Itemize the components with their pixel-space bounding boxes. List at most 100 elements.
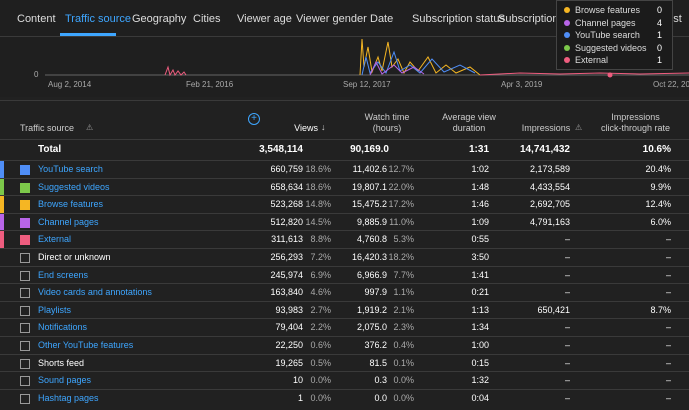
tab[interactable]: Date	[370, 13, 394, 25]
table-row: Sound pages 10 0.0% 0.3 0.0% 1:32 – –	[0, 371, 689, 389]
table-cell: 5.3%	[393, 234, 414, 245]
table-cell: 0.0%	[310, 375, 331, 386]
checkbox[interactable]	[20, 341, 30, 351]
traffic-source[interactable]: External	[38, 234, 72, 245]
table-cell: 2.7%	[310, 304, 331, 315]
total-row: Total 3,548,114 90,169.0 1:31 14,741,432 10.6…	[0, 139, 689, 160]
column-header[interactable]: Impressions click-through rate	[600, 112, 671, 133]
tab[interactable]: Traffic source	[65, 13, 132, 25]
table-cell: 660,759	[270, 164, 303, 174]
trend-line	[369, 60, 425, 76]
table-cell: –	[665, 252, 671, 262]
table-cell: 16,420.3	[351, 252, 387, 262]
traffic-source[interactable]: Suggested videos	[38, 181, 110, 192]
tab[interactable]: Subscription status	[412, 13, 505, 25]
checkbox[interactable]	[20, 165, 30, 175]
column-header[interactable]: Average view duration	[442, 112, 496, 133]
table-cell: 3:50	[471, 252, 489, 262]
y-axis-label: 0	[34, 70, 39, 79]
table-cell: –	[665, 234, 671, 245]
table-cell: 0:55	[471, 234, 489, 245]
traffic-source[interactable]: Sound pages	[38, 375, 92, 386]
traffic-source[interactable]: Playlists	[38, 304, 72, 315]
table-cell: 12.4%	[645, 199, 671, 210]
checkbox[interactable]	[20, 182, 30, 193]
traffic-source[interactable]: Other YouTube features	[38, 340, 134, 350]
checkbox[interactable]	[20, 305, 30, 316]
tab[interactable]: Cities	[193, 13, 221, 25]
checkbox[interactable]	[20, 200, 30, 211]
trend-line	[359, 38, 481, 76]
table-cell: 1:00	[471, 340, 489, 350]
legend-dot	[564, 7, 570, 13]
table-cell: 376.2	[364, 340, 387, 350]
checkbox[interactable]	[20, 235, 30, 246]
total-cell: 10.6%	[642, 144, 671, 155]
table-cell: –	[665, 269, 671, 280]
table-cell: 79,404	[275, 322, 303, 333]
total-cell: 90,169.0	[350, 144, 389, 155]
table-cell: –	[665, 322, 671, 333]
table-cell: –	[564, 287, 570, 298]
table-cell: 2,075.0	[356, 322, 387, 333]
checkbox[interactable]	[20, 253, 30, 263]
table-cell: 1:13	[471, 304, 489, 315]
traffic-source[interactable]: Notifications	[38, 322, 88, 333]
table-cell: 1:02	[471, 164, 489, 174]
total-cell: Total	[38, 144, 62, 155]
tab[interactable]: Viewer gender	[296, 13, 367, 25]
x-axis-label: Sep 12, 2017	[343, 80, 391, 89]
table-cell: 2.1%	[393, 304, 414, 315]
info-icon: ⚠	[86, 123, 94, 132]
tab[interactable]: Content	[17, 13, 56, 25]
table-cell: 1:48	[471, 181, 489, 192]
column-header[interactable]: Views	[294, 123, 318, 133]
traffic-source[interactable]: Hashtag pages	[38, 392, 99, 403]
table-row: Other YouTube features 22,250 0.6% 376.2 0.4…	[0, 336, 689, 354]
checkbox[interactable]	[20, 270, 30, 281]
table-cell: 19,265	[275, 357, 303, 368]
legend-dot	[564, 44, 570, 51]
table-cell: 4,760.8	[356, 234, 387, 245]
table-cell: 2,692,705	[529, 199, 570, 210]
checkbox[interactable]	[20, 323, 30, 334]
checkbox[interactable]	[20, 376, 30, 387]
table-cell: 11.0%	[389, 216, 414, 227]
tooltip-label: Suggested videos	[575, 42, 647, 53]
table-cell: 7.7%	[393, 269, 414, 280]
tab[interactable]: Geography	[132, 13, 187, 25]
table-cell: 14.8%	[305, 199, 331, 210]
checkbox[interactable]	[20, 217, 30, 228]
checkbox[interactable]	[20, 358, 30, 369]
tab[interactable]: Viewer age	[237, 13, 292, 25]
table-cell: 22,250	[275, 340, 303, 350]
table-cell: 4,791,163	[529, 216, 570, 227]
checkbox[interactable]	[20, 393, 30, 404]
traffic-source[interactable]: Channel pages	[38, 216, 99, 227]
traffic-source[interactable]: End screens	[38, 269, 89, 280]
table-cell: –	[564, 375, 570, 386]
traffic-source[interactable]: YouTube search	[38, 164, 103, 174]
x-axis-label: Aug 2, 2014	[48, 80, 92, 89]
table-cell: 0:04	[471, 392, 489, 403]
table-cell: –	[564, 234, 570, 245]
traffic-source[interactable]: Browse features	[38, 199, 104, 210]
tooltip-label: External	[575, 55, 609, 65]
series-strip	[0, 161, 4, 178]
table-cell: 0:21	[471, 287, 489, 298]
column-header[interactable]: Impressions	[521, 123, 571, 133]
x-axis-label: Feb 21, 2016	[186, 80, 234, 89]
tooltip: Browse features 0 Channel pages 4 YouTube se…	[556, 0, 673, 70]
table-cell: 2,173,589	[529, 164, 570, 174]
add-column-button[interactable]: +	[248, 113, 260, 125]
table-cell: 311,613	[271, 234, 303, 245]
table-cell: 1	[297, 392, 303, 403]
series-strip	[0, 178, 4, 196]
checkbox[interactable]	[20, 288, 30, 299]
table-cell: 523,268	[270, 199, 303, 210]
traffic-source[interactable]: Video cards and annotations	[38, 287, 152, 298]
trend-line	[479, 72, 689, 76]
table-cell: 8.7%	[650, 304, 671, 315]
table-row: Shorts feed 19,265 0.5% 81.5 0.1% 0:15 – –	[0, 353, 689, 372]
column-header[interactable]: Watch time (hours)	[364, 112, 410, 133]
